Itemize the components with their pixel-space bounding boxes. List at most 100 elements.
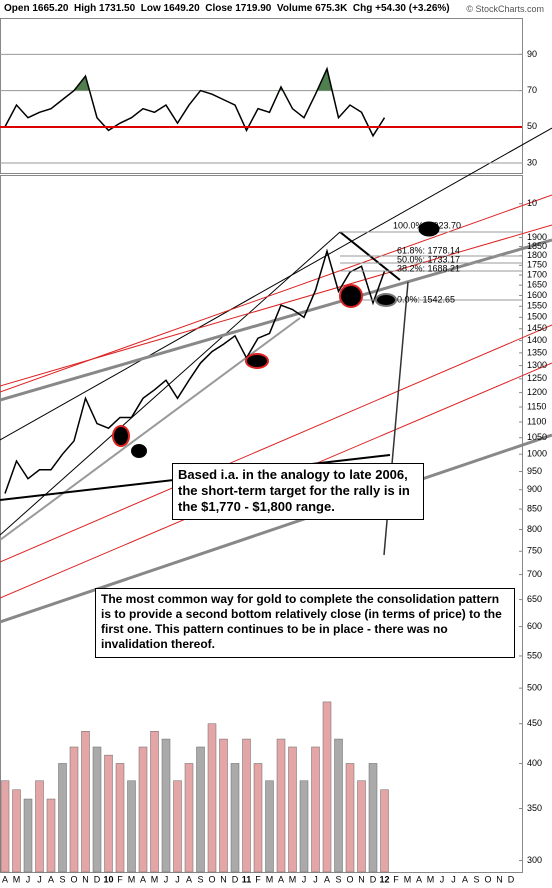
x-tick-label: O [484, 874, 491, 884]
volume-bar [253, 763, 263, 873]
x-tick-label: A [416, 874, 422, 884]
x-tick-label: A [186, 874, 192, 884]
rsi-frame [0, 18, 523, 174]
y-tick-label: 70 [527, 85, 537, 95]
volume-bar [368, 763, 378, 873]
y-tick-label: 1000 [527, 449, 547, 459]
x-tick-label: S [473, 874, 479, 884]
volume-bar [138, 746, 148, 873]
fib-label: 0.0%: 1542.65 [397, 294, 455, 304]
x-tick-label: 11 [242, 874, 252, 884]
circle [112, 425, 130, 447]
volume-bar [46, 798, 56, 873]
x-tick-label: F [255, 874, 261, 884]
y-tick-label: 1400 [527, 335, 547, 345]
x-tick-label: S [335, 874, 341, 884]
y-tick-label: 300 [527, 855, 542, 865]
volume-bar [322, 701, 332, 873]
y-tick-label: 1250 [527, 373, 547, 383]
circle [245, 353, 269, 369]
volume-bar [311, 746, 320, 873]
y-tick-label: 950 [527, 466, 542, 476]
x-tick-label: D [94, 874, 101, 884]
x-tick-label: N [82, 874, 89, 884]
y-tick-label: 500 [527, 683, 542, 693]
volume-bar [104, 754, 113, 873]
x-tick-label: N [220, 874, 227, 884]
volume-bar [115, 763, 125, 873]
x-tick-label: A [462, 874, 468, 884]
x-tick-label: 12 [379, 874, 389, 884]
volume-bar [127, 780, 136, 873]
x-tick-label: M [289, 874, 297, 884]
y-tick-label: 700 [527, 569, 542, 579]
y-tick-label: 1500 [527, 312, 547, 322]
y-tick-label: 1800 [527, 250, 547, 260]
price-line [4, 66, 386, 138]
x-tick-label: M [13, 874, 21, 884]
rsi-overbought-fill [5, 68, 385, 91]
x-tick-label: F [393, 874, 399, 884]
credit: © StockCharts.com [466, 4, 544, 14]
fib-label: 38.2%: 1688.21 [397, 263, 460, 273]
trendline [0, 231, 341, 536]
volume-bar [265, 780, 274, 873]
annotation: The most common way for gold to complete… [95, 588, 515, 658]
x-tick-label: F [117, 874, 123, 884]
y-tick-label: 350 [527, 803, 542, 813]
trendline [0, 433, 552, 624]
trendline [0, 127, 552, 441]
volume-bar [276, 738, 286, 873]
volume-bar [345, 763, 355, 873]
y-tick-label: 750 [527, 546, 542, 556]
trendline [0, 194, 552, 393]
y-tick-label: 1450 [527, 323, 547, 333]
x-tick-label: A [48, 874, 54, 884]
x-tick-label: S [197, 874, 203, 884]
x-tick-label: M [151, 874, 159, 884]
y-tick-label: 450 [527, 718, 542, 728]
fib-label: 61.8%: 1778.14 [397, 245, 460, 255]
y-tick-label: 1050 [527, 432, 547, 442]
circle [131, 444, 147, 458]
x-tick-label: A [278, 874, 284, 884]
y-tick-label: 400 [527, 758, 542, 768]
x-tick-label: O [70, 874, 77, 884]
volume-bar [242, 738, 251, 873]
x-tick-label: A [2, 874, 8, 884]
volume-bar [184, 763, 194, 873]
x-tick-label: J [37, 874, 42, 884]
y-tick-label: 650 [527, 594, 542, 604]
volume-bar [58, 763, 67, 873]
trendline [0, 238, 552, 402]
x-tick-label: 10 [103, 874, 113, 884]
x-tick-label: J [302, 874, 307, 884]
volume-bar [69, 746, 79, 873]
y-tick-label: 1750 [527, 260, 547, 270]
y-tick-label: 50 [527, 121, 537, 131]
x-tick-label: A [324, 874, 330, 884]
x-tick-label: D [370, 874, 377, 884]
quote-header: Open 1665.20 High 1731.50 Low 1649.20 Cl… [4, 3, 450, 14]
y-tick-label: 1850 [527, 241, 547, 251]
volume-bar [207, 723, 217, 873]
volume-bar [12, 789, 21, 873]
volume-bar [92, 746, 102, 873]
annotation: Based i.a. in the analogy to late 2006, … [172, 463, 424, 520]
x-tick-label: M [404, 874, 412, 884]
x-tick-label: M [427, 874, 435, 884]
volume-bar [288, 746, 297, 873]
volume-bar [35, 780, 44, 873]
volume-bar [230, 763, 240, 873]
x-tick-label: J [451, 874, 456, 884]
x-tick-label: M [128, 874, 136, 884]
volume-bar [81, 731, 90, 873]
y-tick-label: 1300 [527, 360, 547, 370]
y-tick-label: 800 [527, 524, 542, 534]
trendline [0, 324, 552, 563]
x-tick-label: D [508, 874, 515, 884]
x-tick-label: J [175, 874, 180, 884]
y-tick-label: 30 [527, 157, 537, 167]
